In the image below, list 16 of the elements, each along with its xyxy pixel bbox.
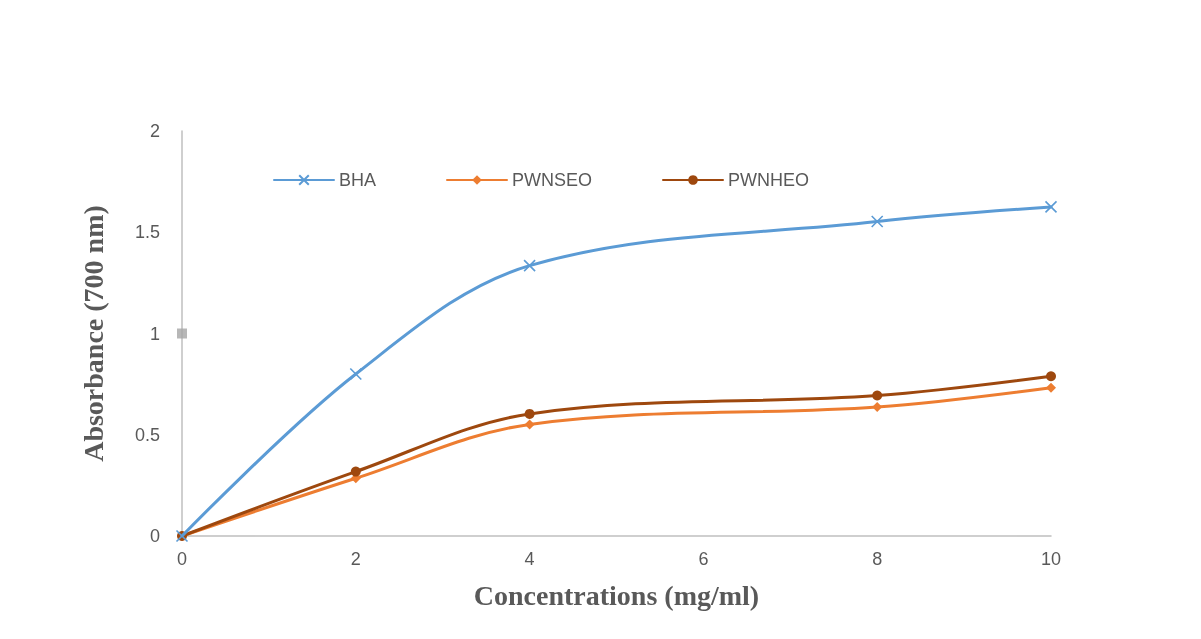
y-tick-label: 1 [149,323,160,344]
x-tick-label: 4 [524,549,535,569]
y-axis-title: Absorbance (700 nm) [77,205,109,462]
x-tick-label: 0 [176,549,188,569]
y-tick-label: 1.5 [134,222,160,243]
x-axis-title: Concentrations (mg/ml) [473,579,760,611]
legend-label: BHA [339,170,377,190]
x-tick-label: 2 [350,549,361,569]
x-tick-label: 8 [872,549,883,569]
x-tick-label: 6 [698,549,709,569]
y-tick-label: 0.5 [134,424,160,445]
y-tick-label: 0 [149,526,160,546]
y-tick-label: 2 [149,121,160,141]
legend-label: PWNHEO [728,170,810,190]
x-tick-label: 10 [1040,549,1062,569]
legend-label: PWNSEO [512,170,593,190]
